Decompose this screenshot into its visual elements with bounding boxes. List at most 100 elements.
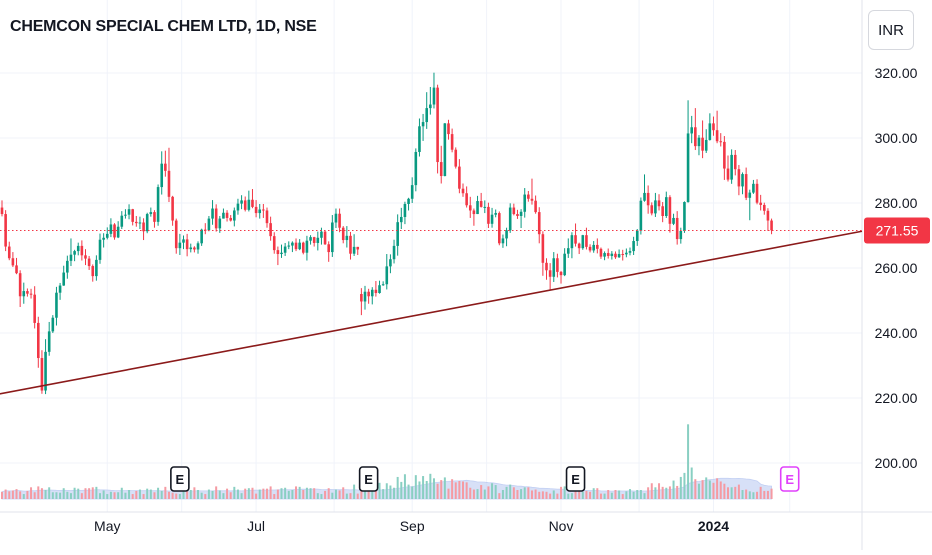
volume-bar (545, 491, 548, 499)
volume-bar (592, 488, 595, 499)
candle-body (18, 273, 22, 297)
volume-bar (603, 493, 606, 499)
earnings-marker-box[interactable] (170, 466, 190, 492)
candle-body (287, 245, 291, 247)
candle-body (207, 218, 211, 231)
candle-body (323, 231, 327, 245)
candle-body (385, 266, 389, 285)
volume-bar (632, 491, 635, 499)
candle-body (512, 207, 516, 215)
earnings-marker-box[interactable] (565, 466, 586, 492)
candle-body (95, 259, 98, 277)
candle-body (617, 254, 621, 258)
candle-body (105, 233, 109, 238)
candle-body (276, 250, 280, 255)
candle-body (345, 235, 349, 241)
volume-bar (8, 491, 11, 499)
volume-bar (226, 488, 229, 499)
candle-body (545, 262, 548, 271)
volume-bar (33, 492, 36, 499)
candle-body (356, 246, 360, 250)
earnings-marker-box[interactable] (358, 466, 379, 492)
volume-bar (164, 486, 167, 499)
candle-body (577, 243, 581, 249)
volume-bar (117, 492, 120, 499)
volume-bar (356, 493, 359, 499)
volume-bar (342, 487, 345, 499)
volume-bar (331, 492, 334, 499)
volume-bar (625, 491, 628, 499)
volume-bar (570, 493, 573, 499)
candle-body (501, 238, 505, 244)
volume-bar (723, 483, 726, 499)
candle-body (650, 205, 654, 214)
volume-bar (382, 489, 385, 499)
volume-bar (552, 490, 555, 499)
volume-bar (530, 490, 533, 499)
earnings-marker-e[interactable]: E (358, 466, 379, 492)
volume-bar (436, 483, 439, 499)
candle-body (766, 210, 770, 221)
candle-body (225, 212, 229, 218)
candle-body (316, 237, 320, 243)
volume-bar (385, 483, 388, 499)
candle-body (694, 127, 697, 147)
volume-bar (672, 480, 675, 499)
volume-bar (320, 494, 323, 499)
candle-body (381, 284, 385, 286)
volume-bar (66, 491, 69, 499)
candle-body (40, 358, 44, 391)
candle-body (58, 285, 62, 293)
candle-body (312, 237, 316, 243)
volume-bar (505, 486, 508, 499)
earnings-marker-e[interactable]: E (565, 466, 586, 492)
x-tick-label: Sep (400, 518, 425, 534)
earnings-marker-e[interactable]: E (779, 466, 800, 492)
volume-bar (447, 488, 450, 499)
candle-body (76, 245, 80, 252)
candle-body (534, 200, 537, 213)
earnings-marker-box[interactable] (779, 466, 800, 492)
trendline[interactable] (0, 230, 863, 395)
candle-body (646, 192, 650, 206)
candle-body (80, 245, 84, 256)
volume-bar (334, 489, 337, 499)
x-tick-label: Nov (549, 518, 574, 534)
candle-body (552, 258, 556, 277)
currency-button[interactable]: INR (868, 10, 914, 50)
candle-body (142, 222, 145, 232)
candle-body (389, 259, 392, 267)
volume-bar (364, 491, 366, 499)
candle-body (247, 199, 251, 210)
volume-bar (745, 489, 748, 499)
volume-bar (487, 486, 490, 499)
volume-bar (73, 487, 76, 499)
volume-bar (353, 484, 356, 499)
volume-bar (200, 492, 203, 499)
last-price-label: 271.55 (876, 222, 919, 238)
candle-body (541, 234, 545, 263)
volume-bar (193, 487, 196, 499)
volume-bar (91, 487, 94, 499)
candle-body (265, 210, 269, 224)
candle-body (7, 246, 11, 259)
candle-body (403, 203, 407, 217)
earnings-marker-e[interactable]: E (170, 466, 190, 492)
candle-body (418, 126, 421, 152)
candle-body (309, 237, 312, 241)
candle-body (679, 230, 683, 240)
candle-body (291, 242, 294, 246)
volume-bar (37, 486, 40, 499)
volume-bar (393, 487, 396, 499)
volume-bar (146, 488, 149, 499)
candle-body (643, 192, 646, 201)
y-tick-label: 220.00 (875, 390, 918, 406)
volume-bar (534, 489, 537, 499)
volume-bar (538, 491, 541, 499)
volume-bar (581, 491, 584, 499)
candle-body (429, 104, 432, 109)
volume-bar (211, 490, 214, 499)
x-tick-label: Jul (247, 518, 265, 534)
